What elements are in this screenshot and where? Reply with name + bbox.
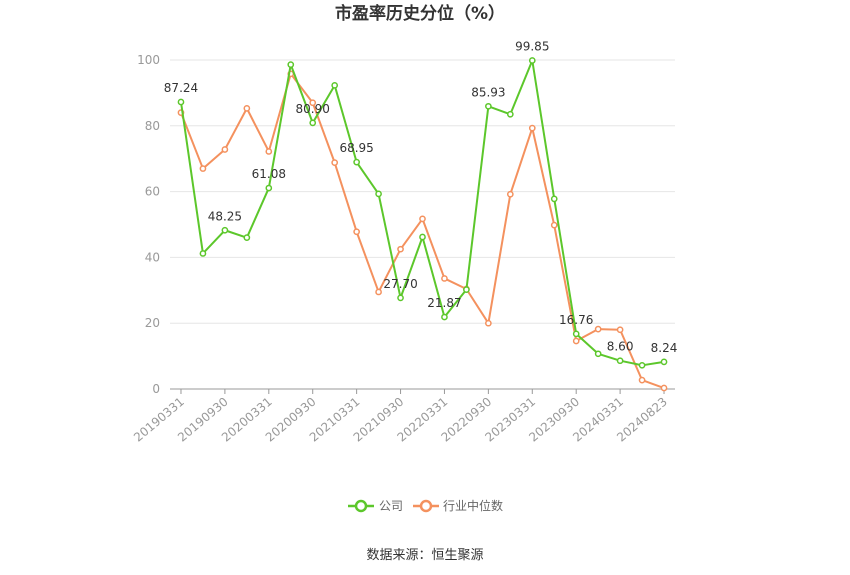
data-labels: 87.24 48.25 61.08 80.90 68.95 27.70 21.87 85.93… <box>164 39 678 354</box>
data-point <box>572 337 580 345</box>
data-point <box>221 146 229 153</box>
y-tick-label: 0 <box>152 382 160 396</box>
data-point <box>243 105 251 112</box>
data-point <box>441 313 448 321</box>
data-point <box>528 57 536 64</box>
legend[interactable]: 公司 行业中位数 <box>348 498 503 513</box>
data-label: 99.85 <box>515 39 549 53</box>
data-label: 16.76 <box>559 313 593 327</box>
data-point <box>463 286 470 293</box>
y-tick-label: 40 <box>145 250 160 264</box>
data-point <box>506 190 514 198</box>
data-point <box>616 326 624 334</box>
data-point <box>265 148 273 155</box>
y-tick-label: 60 <box>145 185 160 199</box>
data-point <box>572 330 580 338</box>
data-point <box>616 357 624 365</box>
data-point <box>331 81 339 89</box>
data-point <box>199 250 207 257</box>
data-label: 27.70 <box>383 277 417 291</box>
data-source: 数据来源：恒生聚源 <box>366 548 483 563</box>
grid <box>170 59 675 324</box>
legend-item-company[interactable]: 公司 <box>348 499 403 513</box>
data-point <box>375 190 382 198</box>
data-point <box>243 234 251 242</box>
data-label: 68.95 <box>339 141 373 155</box>
y-tick-label: 80 <box>145 119 160 133</box>
data-label: 85.93 <box>471 85 505 99</box>
data-point <box>287 61 295 68</box>
data-label: 80.90 <box>296 102 330 116</box>
series-industry-median <box>177 70 668 392</box>
data-point <box>375 288 382 296</box>
data-point <box>550 195 558 203</box>
chart-title: 市盈率历史分位（%） <box>335 3 505 24</box>
data-label: 21.87 <box>427 296 461 310</box>
data-label: 48.25 <box>208 209 242 223</box>
data-point <box>353 158 360 166</box>
y-tick-label: 20 <box>145 316 160 330</box>
data-point <box>177 98 185 106</box>
data-point <box>485 319 492 327</box>
data-point <box>550 221 558 229</box>
data-point <box>309 99 317 107</box>
data-point <box>506 110 514 118</box>
data-point <box>419 215 426 223</box>
data-point <box>528 124 536 132</box>
data-point <box>221 226 229 234</box>
series-line <box>180 72 665 389</box>
legend-item-industry-median[interactable]: 行业中位数 <box>413 498 503 513</box>
data-label: 8.60 <box>607 340 634 354</box>
series-layer <box>177 57 668 392</box>
y-tick-label: 100 <box>137 53 160 67</box>
data-point <box>397 245 404 253</box>
data-point <box>265 184 273 192</box>
data-point <box>353 228 360 236</box>
data-point <box>594 350 602 358</box>
data-point <box>331 159 339 166</box>
data-point <box>485 102 492 110</box>
series-company <box>177 57 668 369</box>
data-point <box>594 325 602 333</box>
legend-marker-industry-median <box>419 499 433 513</box>
legend-label-industry-median: 行业中位数 <box>443 498 503 513</box>
data-point <box>199 165 207 172</box>
data-label: 61.08 <box>252 167 286 181</box>
data-point <box>397 294 404 302</box>
data-point <box>638 376 646 384</box>
data-point <box>309 119 317 127</box>
legend-label-company: 公司 <box>379 499 403 513</box>
data-point <box>441 275 448 282</box>
data-point <box>638 361 646 369</box>
data-label: 8.24 <box>651 341 678 355</box>
data-point <box>660 358 668 366</box>
data-point <box>660 384 668 392</box>
legend-marker-company <box>354 499 368 513</box>
data-label: 87.24 <box>164 81 198 95</box>
data-point <box>419 233 426 241</box>
